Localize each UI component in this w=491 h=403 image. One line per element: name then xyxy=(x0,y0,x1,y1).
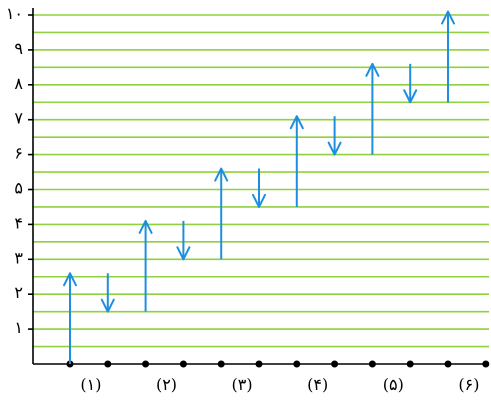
y-tick-label: ۴ xyxy=(14,213,23,232)
group-label: (۲) xyxy=(156,375,177,394)
y-tick-label: ۶ xyxy=(14,144,23,163)
arrow-head xyxy=(214,167,229,182)
up-arrow xyxy=(289,115,304,207)
arrow-head xyxy=(403,89,418,104)
down-arrow xyxy=(100,273,115,313)
arrow-head xyxy=(176,246,191,261)
y-tick-label: ۳ xyxy=(14,248,23,267)
grid-lines xyxy=(33,14,489,348)
up-arrow xyxy=(63,272,77,364)
up-arrow xyxy=(138,219,153,312)
baseline-dot xyxy=(179,360,187,368)
arrow-head xyxy=(138,219,153,234)
baseline-dot xyxy=(368,360,376,368)
baseline-dot xyxy=(142,360,150,368)
arrow-head xyxy=(252,193,266,208)
y-axis-ticks: ۱ ۲ ۳ ۴ ۵ ۶ ۷ ۸ ۹ ۱۰ xyxy=(6,4,33,337)
up-arrow xyxy=(441,10,455,103)
arrow-head xyxy=(100,298,115,313)
arrow-head xyxy=(441,10,455,25)
group-label: (۴) xyxy=(307,375,328,394)
group-label: (۳) xyxy=(232,375,253,394)
arrow-head xyxy=(63,272,77,287)
group-labels: (۱) (۲) (۳) (۴) (۵) (۶) xyxy=(80,375,479,394)
baseline-dot xyxy=(293,360,301,368)
arrow-head xyxy=(327,141,342,156)
up-arrow xyxy=(365,62,380,155)
group-label: (۵) xyxy=(383,375,404,394)
down-arrow xyxy=(252,168,266,208)
arrow-head xyxy=(365,62,380,77)
baseline-dot xyxy=(255,360,263,368)
baseline-dot xyxy=(406,360,414,368)
y-tick-label: ۱ xyxy=(14,318,23,337)
baseline-dots xyxy=(66,360,490,368)
y-tick-label: ۸ xyxy=(14,74,23,93)
down-arrow xyxy=(176,220,191,261)
baseline-dot xyxy=(482,360,490,368)
baseline-dot xyxy=(331,360,339,368)
down-arrow xyxy=(403,63,418,104)
arrow-head xyxy=(289,115,304,130)
step-arrows xyxy=(63,10,455,364)
y-tick-label: ۵ xyxy=(14,179,23,198)
baseline-dot xyxy=(104,360,112,368)
up-arrow xyxy=(214,167,229,260)
group-label: (۶) xyxy=(458,375,479,394)
y-tick-label: ۲ xyxy=(14,283,23,302)
baseline-dot xyxy=(217,360,225,368)
down-arrow xyxy=(327,116,342,156)
y-tick-label: ۷ xyxy=(14,109,23,128)
baseline-dot xyxy=(444,360,452,368)
group-label: (۱) xyxy=(80,375,101,394)
y-tick-label: ۱۰ xyxy=(6,4,23,23)
axes xyxy=(32,8,489,365)
y-tick-label: ۹ xyxy=(14,39,23,58)
